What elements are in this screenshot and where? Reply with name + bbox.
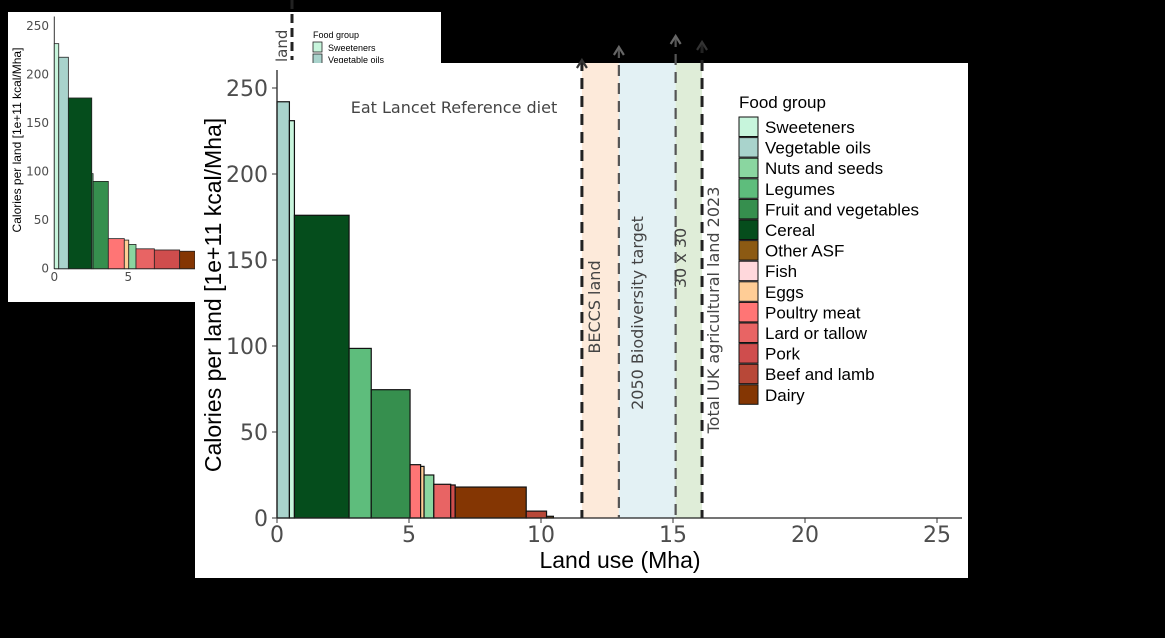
reference-line-label: 2050 Biodiversity target [628,216,647,410]
legend-swatch [738,116,759,137]
reference-bands [581,63,703,518]
bar-legumes [348,347,372,519]
inset-bar [123,239,130,270]
legend-label: Lard or tallow [765,324,868,343]
legend-swatch [738,363,759,385]
legend-swatch [738,260,759,282]
inset-bar [128,244,137,270]
inset-y-tick-label: 150 [26,116,49,130]
reference-band [618,63,676,518]
inset-y-tick-label: 100 [26,165,49,179]
legend-swatch [738,301,759,323]
arrow-up-icon [669,33,682,45]
inset-legend-label: Sweeteners [328,43,376,53]
legend-swatch [738,178,759,199]
bar-fruit-and-vegetables [370,389,411,519]
legend-label: Beef and lamb [765,365,875,384]
inset-y-axis-label: Calories per land [1e+11 kcal/Mha] [10,48,24,233]
legend-swatch [738,322,759,343]
legend-label: Vegetable oils [765,139,871,158]
bar-nuts-and-seeds [423,474,435,519]
reference-line-label: Total UK agricultural land 2023 [704,187,723,435]
legend-label: Dairy [765,386,805,405]
legend-label: Cereal [765,221,815,240]
bar-pork [450,484,456,519]
x-tick-label: 0 [270,523,284,548]
inset-bar [58,56,69,270]
legend-label: Nuts and seeds [765,159,883,178]
legend-swatch [738,198,759,220]
inset-y-tick-label: 50 [34,213,49,227]
arrow-up-icon [612,44,625,56]
inset-legend-swatch [312,53,323,65]
legend-label: Fruit and vegetables [765,200,919,219]
legend-label: Poultry meat [765,303,861,322]
inset-legend-swatch [312,41,323,53]
inset-x-tick-label: 5 [124,270,132,284]
y-tick-label: 150 [226,249,268,274]
legend-label: Sweeteners [765,118,855,137]
reference-line-label: 30 x 30 [671,228,690,288]
inset-legend-label: Vegetable oils [328,55,385,65]
x-tick-label: 25 [923,523,951,548]
y-tick-label: 50 [240,421,268,446]
arrow-up-icon [575,57,588,69]
legend-swatch [738,219,759,240]
y-axis-label: Calories per land [1e+11 kcal/Mha] [200,118,226,472]
legend-swatch [738,240,759,261]
inset-legend-title: Food group [313,30,359,40]
inset-y-tick-label: 0 [41,262,49,276]
inset-y-tick-label: 200 [26,68,49,82]
reference-line-label: BECCS land [585,260,604,353]
legend-swatch [738,281,759,302]
main-panel: 0 50 100 150 200 250 0 5 10 15 20 25 Land use (Mha) C… [195,33,968,578]
legend-label: Legumes [765,180,835,199]
reference-band [675,63,703,518]
bar-cereal [293,214,350,519]
legend-title: Food group [739,93,826,112]
inset-bar [135,248,155,270]
inset-y-tick-label: 250 [26,19,49,33]
y-tick-label: 0 [254,507,268,532]
legend-swatch [738,157,759,179]
arrow-up-icon [696,39,708,51]
legend-swatch [738,384,759,405]
legend-label: Fish [765,262,797,281]
chart-title: Eat Lancet Reference diet [351,98,558,117]
legend-label: Eggs [765,283,804,302]
x-tick-label: 5 [402,523,416,548]
x-axis-label: Land use (Mha) [539,547,700,573]
inset-bar [107,238,125,270]
y-tick-label: 250 [226,77,268,102]
bar-dairy [454,486,527,519]
x-tick-label: 15 [659,523,687,548]
legend-label: Pork [765,345,800,364]
bar-lard-or-tallow [433,483,452,519]
legend-label: Other ASF [765,242,844,261]
legend-swatch [738,343,759,364]
legend-swatch [738,137,759,158]
reference-band [581,63,619,518]
inset-bar [67,97,93,270]
inset-bar [153,249,181,270]
bar-poultry-meat [409,464,422,519]
bar-beef-and-lamb [525,510,548,519]
bar-vegetable-oils [276,101,291,519]
x-tick-label: 20 [791,523,819,548]
inset-bar [92,180,109,270]
y-tick-label: 100 [226,335,268,360]
bar-sweeteners [288,120,296,519]
inset-bar [179,250,196,270]
y-tick-label: 200 [226,163,268,188]
inset-x-tick-label: 0 [50,270,58,284]
inset-bar [53,43,60,270]
x-tick-label: 10 [527,523,555,548]
inset-reference-label: land [273,30,291,62]
